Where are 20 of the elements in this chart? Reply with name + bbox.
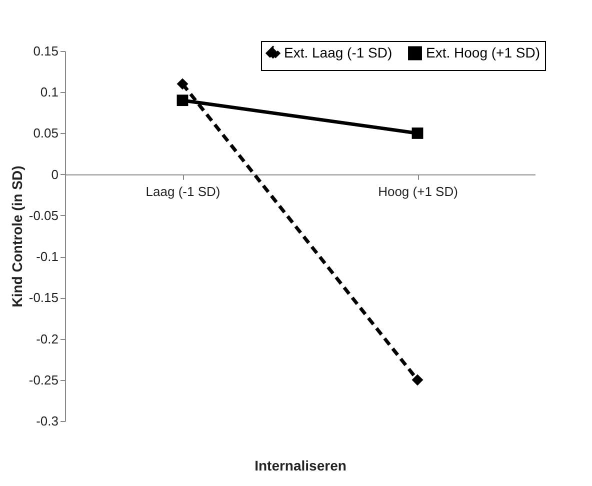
y-tick-label: 0.15	[33, 44, 58, 58]
y-tick-label: 0.05	[33, 126, 58, 141]
y-axis-title: Kind Controle (in SD)	[8, 166, 25, 308]
x-axis-title: Internaliseren	[254, 458, 346, 474]
x-tick-label: Hoog (+1 SD)	[378, 184, 458, 199]
point	[176, 78, 188, 90]
y-tick-label: -0.1	[36, 249, 58, 264]
x-tick-label: Laag (-1 SD)	[146, 184, 220, 199]
point	[176, 94, 188, 106]
point	[412, 374, 424, 386]
y-tick-label: -0.2	[36, 331, 58, 346]
y-tick-label: 0	[51, 166, 58, 182]
point	[412, 128, 424, 139]
y-tick-label: -0.05	[28, 208, 58, 223]
y-tick-label: -0.15	[28, 290, 58, 306]
legend-label: Ext. Hoog (+1 SD)	[426, 44, 540, 60]
y-tick-label: 0.1	[40, 84, 58, 100]
y-tick-label: -0.25	[28, 372, 58, 388]
legend-label: Ext. Laag (-1 SD)	[284, 44, 392, 60]
y-tick-label: -0.3	[36, 414, 58, 428]
